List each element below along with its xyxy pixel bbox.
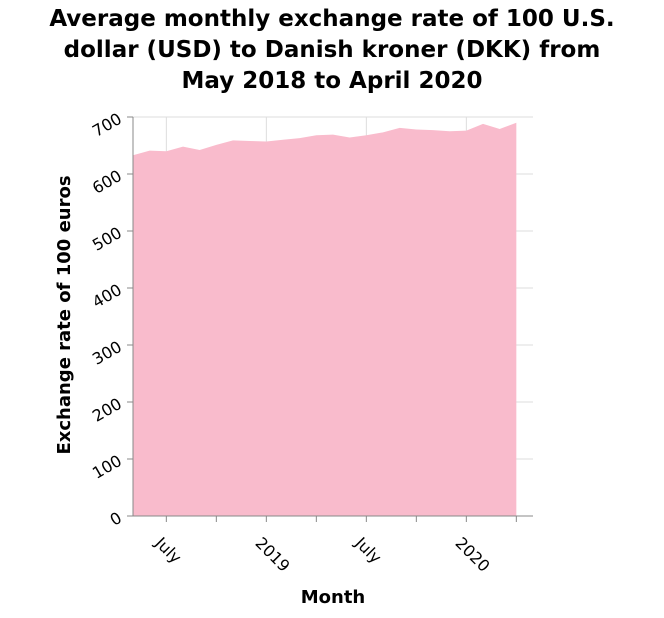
chart-title: Average monthly exchange rate of 100 U.S… xyxy=(0,4,664,97)
y-axis-title: Exchange rate of 100 euros xyxy=(54,175,75,454)
chart-title-line-2: dollar (USD) to Danish kroner (DKK) from xyxy=(63,37,601,63)
y-tick-label: 600 xyxy=(89,166,125,198)
y-tick-label: 300 xyxy=(89,337,125,369)
x-axis-title: Month xyxy=(301,587,366,608)
y-tick-label: 700 xyxy=(89,109,125,141)
x-axis-ticks: July 2019 July 2020 xyxy=(151,516,517,576)
area-series xyxy=(133,122,517,516)
x-tick-label: 2020 xyxy=(452,533,494,575)
y-tick-label: 400 xyxy=(89,280,125,312)
y-tick-label: 100 xyxy=(89,451,125,483)
chart-title-line-1: Average monthly exchange rate of 100 U.S… xyxy=(49,6,615,32)
chart-title-line-3: May 2018 to April 2020 xyxy=(181,68,483,94)
x-tick-label: July xyxy=(151,533,185,567)
y-tick-label: 200 xyxy=(89,394,125,426)
y-tick-label: 0 xyxy=(107,508,125,530)
y-tick-label: 500 xyxy=(89,223,125,255)
x-tick-label: July xyxy=(351,533,385,567)
plot-area xyxy=(133,122,517,516)
y-axis-ticks: 0 100 200 300 400 500 600 700 xyxy=(89,109,133,530)
x-tick-label: 2019 xyxy=(252,533,294,575)
